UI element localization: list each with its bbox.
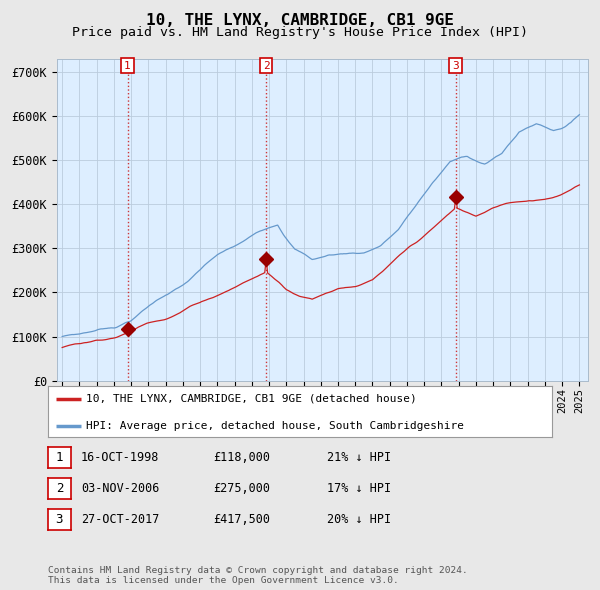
- Text: Price paid vs. HM Land Registry's House Price Index (HPI): Price paid vs. HM Land Registry's House …: [72, 26, 528, 39]
- Text: 1: 1: [124, 61, 131, 71]
- Text: 3: 3: [452, 61, 459, 71]
- Text: 10, THE LYNX, CAMBRIDGE, CB1 9GE (detached house): 10, THE LYNX, CAMBRIDGE, CB1 9GE (detach…: [86, 394, 416, 404]
- Text: HPI: Average price, detached house, South Cambridgeshire: HPI: Average price, detached house, Sout…: [86, 421, 464, 431]
- Text: £417,500: £417,500: [213, 513, 270, 526]
- Text: 17% ↓ HPI: 17% ↓ HPI: [327, 482, 391, 495]
- Text: 2: 2: [263, 61, 269, 71]
- Text: 21% ↓ HPI: 21% ↓ HPI: [327, 451, 391, 464]
- Text: Contains HM Land Registry data © Crown copyright and database right 2024.
This d: Contains HM Land Registry data © Crown c…: [48, 566, 468, 585]
- Text: 20% ↓ HPI: 20% ↓ HPI: [327, 513, 391, 526]
- Text: 27-OCT-2017: 27-OCT-2017: [81, 513, 160, 526]
- Text: 10, THE LYNX, CAMBRIDGE, CB1 9GE: 10, THE LYNX, CAMBRIDGE, CB1 9GE: [146, 13, 454, 28]
- Text: 1: 1: [56, 451, 63, 464]
- Text: 03-NOV-2006: 03-NOV-2006: [81, 482, 160, 495]
- Text: 2: 2: [56, 482, 63, 495]
- Text: £118,000: £118,000: [213, 451, 270, 464]
- Text: 16-OCT-1998: 16-OCT-1998: [81, 451, 160, 464]
- Text: 3: 3: [56, 513, 63, 526]
- Text: £275,000: £275,000: [213, 482, 270, 495]
